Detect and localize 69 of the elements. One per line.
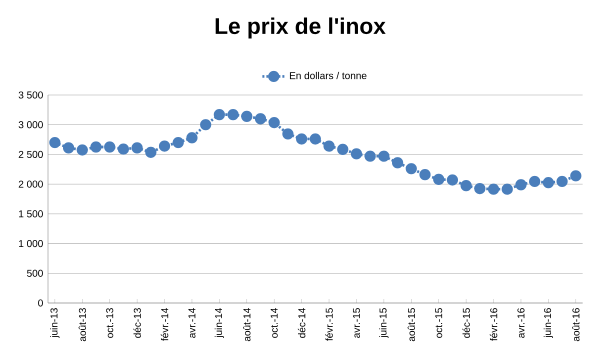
- point: [241, 110, 252, 122]
- point: [433, 174, 444, 185]
- point: [460, 180, 472, 192]
- x-tick-label: oct.-13: [106, 308, 114, 338]
- point: [282, 128, 294, 140]
- point: [446, 174, 458, 186]
- point: [337, 144, 348, 155]
- y-tick-label: 1 500: [19, 210, 43, 218]
- point: [62, 142, 74, 154]
- x-tick-label: août-15: [408, 308, 415, 342]
- y-tick-label: 0: [38, 299, 43, 307]
- point: [296, 133, 308, 145]
- point: [254, 113, 266, 124]
- legend-label: En dollars / tonne: [290, 72, 367, 80]
- point: [186, 132, 198, 144]
- point: [419, 169, 431, 180]
- point: [118, 143, 130, 155]
- point: [49, 136, 60, 148]
- point: [392, 157, 404, 168]
- point: [172, 136, 184, 148]
- x-tick-label: juin-15: [379, 308, 389, 338]
- x-tick-label: août-16: [572, 308, 580, 342]
- point: [268, 117, 280, 128]
- x-tick-label: juin-14: [214, 308, 224, 338]
- y-tick-label: 3 000: [18, 121, 43, 128]
- x-tick-label: avr.-16: [517, 308, 525, 338]
- x-tick-label: févr.-15: [325, 308, 333, 341]
- point: [90, 141, 102, 153]
- point: [529, 176, 540, 188]
- point: [502, 184, 513, 195]
- y-tick-label: 500: [27, 270, 43, 277]
- point: [350, 148, 362, 160]
- point: [145, 146, 156, 158]
- x-tick-label: juin-16: [544, 308, 554, 338]
- y-tick-label: 2 000: [18, 180, 43, 188]
- point: [214, 109, 225, 120]
- x-tick-label: oct.-14: [270, 308, 278, 338]
- point: [406, 163, 417, 174]
- point: [323, 140, 335, 152]
- x-tick-label: déc-14: [298, 308, 306, 338]
- y-tick-label: 2 500: [18, 150, 43, 158]
- point: [158, 140, 170, 152]
- x-tick-label: déc-15: [462, 308, 470, 338]
- point: [378, 150, 390, 162]
- x-tick-label: févr.-16: [490, 308, 498, 341]
- point: [570, 170, 582, 182]
- y-tick-label: 1 000: [19, 240, 43, 248]
- y-tick-label: 3 500: [18, 91, 43, 99]
- x-tick-label: déc-13: [133, 308, 141, 338]
- point: [76, 144, 88, 156]
- point: [474, 182, 486, 194]
- x-tick-label: avr.-14: [188, 308, 196, 338]
- point: [556, 176, 568, 188]
- point: [104, 141, 116, 153]
- x-tick-label: août-13: [78, 308, 86, 342]
- x-tick-label: oct.-15: [435, 308, 442, 338]
- point: [132, 142, 143, 154]
- x-tick-label: févr.-14: [160, 308, 168, 341]
- chart-title: Le prix de l'inox: [216, 17, 386, 39]
- point: [515, 179, 527, 190]
- x-tick-label: juin-13: [50, 308, 60, 338]
- x-tick-label: avr.-15: [352, 308, 360, 338]
- point: [542, 177, 554, 188]
- x-tick-label: août-14: [243, 308, 250, 342]
- point: [364, 150, 376, 162]
- point: [200, 119, 212, 130]
- point: [227, 109, 239, 120]
- point: [488, 184, 500, 195]
- point: [310, 133, 321, 145]
